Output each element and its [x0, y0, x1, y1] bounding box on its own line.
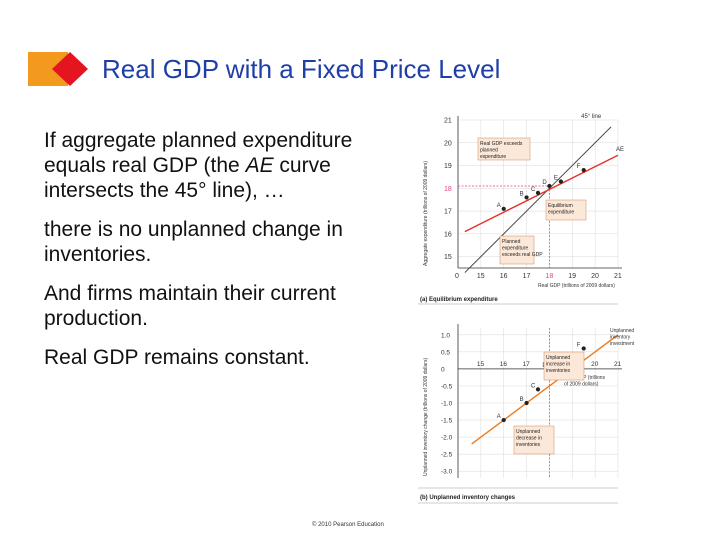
panel-a-point-label: D — [542, 180, 547, 186]
panel-b-point-c — [535, 387, 541, 392]
panel-a-y-tick-label: 19 — [444, 163, 452, 170]
panel-a-point-e — [558, 179, 563, 184]
panel-b-y-tick-label: -2.5 — [441, 452, 453, 459]
panel-b-x-tick-label: 16 — [500, 361, 508, 368]
panel-a-y-tick-label: 20 — [444, 140, 452, 147]
panel-b-point-label: B — [520, 397, 524, 403]
bullet-2: there is no unplanned change in inventor… — [44, 218, 343, 266]
panel-a-annotation-text: Equilibrium — [548, 203, 573, 209]
panel-b-point-label: A — [497, 414, 501, 420]
panel-a-annotation-box — [545, 199, 587, 221]
panel-b-x-tick-label: 21 — [614, 361, 622, 368]
panel-b-y-tick-label: -2.0 — [441, 435, 453, 442]
bullet-3: And firms maintain their current product… — [44, 282, 336, 330]
panel-b-y-tick-label: 1.0 — [441, 332, 450, 339]
bullet-4: Real GDP remains constant. — [44, 346, 310, 369]
panel-a-ae-line — [464, 154, 619, 233]
panel-b-point-label: C — [531, 383, 536, 389]
panel-a-caption: (a) Equilibrium expenditure — [420, 297, 498, 303]
panel-a-annotation-text: Planned — [502, 239, 521, 245]
bullet-1: If aggregate planned expenditure equals … — [44, 128, 396, 203]
panel-a-45-line — [464, 126, 612, 273]
panel-b-annotation-box — [513, 425, 555, 455]
panel-a-point-label: E — [554, 175, 558, 181]
panel-b-x-tick-label: 15 — [477, 361, 485, 368]
panel-b-y-axis-label: Unplanned inventory change (trillions of… — [423, 358, 429, 476]
slide-title: Real GDP with a Fixed Price Level — [102, 54, 501, 84]
panel-b-y-tick-label: 0 — [441, 366, 445, 373]
panel-a-y-axis-label: Aggregate expenditure (trillions of 2009… — [423, 161, 429, 266]
logo-red-diamond — [52, 52, 88, 86]
panel-a-x-tick-label: 21 — [614, 273, 622, 280]
panel-b-annotation-box — [543, 351, 585, 381]
panel-b-x-tick-label: 20 — [591, 361, 599, 368]
panel-a-point-c — [535, 190, 541, 195]
panel-b-x-tick-label: 17 — [523, 361, 531, 368]
panel-a-point-label: C — [531, 187, 536, 193]
panel-a-x-tick-label: 16 — [500, 273, 508, 280]
panel-a-point-label: F — [577, 164, 581, 170]
panel-b-annotation-text: Unplanned — [516, 429, 540, 435]
panel-a-x-tick-label: 17 — [523, 273, 531, 280]
panel-b-annotation-text: Unplanned — [546, 355, 570, 361]
panel-a-y-tick-label: 15 — [444, 254, 452, 261]
panel-a-x-tick-label: 18 — [545, 273, 553, 280]
panel-a-point-b — [524, 195, 529, 200]
panel-b-series-label: inventory — [610, 335, 631, 341]
panel-a-45-line-label: 45° line — [581, 114, 602, 120]
panel-a-x-tick-label: 19 — [568, 273, 576, 280]
panel-b-point-b — [524, 400, 529, 406]
panel-a-point-f — [581, 167, 586, 173]
bullet-list: If aggregate planned expenditure equals … — [44, 128, 396, 384]
panel-a-point-label: B — [520, 191, 524, 197]
panel-a-x-tick-label: 0 — [455, 273, 459, 280]
panel-a-annotation-text: exceeds real GDP — [502, 252, 543, 258]
panel-a-y-tick-label: 16 — [444, 231, 452, 238]
panel-b-x-axis-label: of 2009 dollars) — [564, 381, 599, 387]
panel-b-y-tick-label: -0.5 — [441, 383, 453, 390]
panel-b-caption: (b) Unplanned inventory changes — [420, 495, 516, 501]
panel-a-annotation-box — [477, 137, 531, 161]
panel-a-annotation-text: planned — [480, 148, 498, 154]
panel-b-annotation-text: increase in — [546, 362, 570, 368]
panel-a-point-label: A — [497, 203, 501, 209]
panel-b-point-label: F — [577, 342, 581, 348]
panel-a-point-a — [501, 206, 506, 211]
panel-a-y-tick-label: 17 — [444, 209, 452, 216]
panel-a-x-axis-label: Real GDP (trillions of 2009 dollars) — [538, 283, 615, 289]
panel-b-y-tick-label: -3.0 — [441, 469, 453, 476]
panel-a-y-tick-label: 18 — [444, 186, 452, 193]
panel-b-y-tick-label: -1.0 — [441, 401, 453, 408]
panel-b-annotation-text: decrease in — [516, 436, 542, 442]
panel-b-x-axis-label: Real GDP (trillions — [564, 375, 606, 381]
copyright-text: © 2010 Pearson Education — [312, 522, 384, 528]
panel-a-annotation-text: Real GDP exceeds — [480, 141, 523, 147]
panel-b-point-a — [501, 417, 506, 423]
panel-a-ae-label: AE — [616, 147, 624, 153]
bullet-1-pre: If aggregate planned expenditure equals … — [44, 129, 353, 177]
panel-a-annotation-text: expenditure — [502, 246, 528, 252]
panel-b-y-tick-label: 0.5 — [441, 349, 450, 356]
panel-b-annotation-text: inventories — [546, 368, 571, 374]
panel-a-annotation-text: expenditure — [480, 154, 506, 160]
panel-b-unplanned-line — [471, 334, 619, 445]
economics-figure: 15 16 17 18 19 20 21 0 15 16 17 18 19 20 21 Aggregate e… — [418, 114, 635, 504]
diamond-logo — [28, 52, 88, 86]
bullet-1-post: curve intersects the 45° line), … — [44, 154, 331, 202]
panel-a-x-tick-label: 20 — [591, 273, 599, 280]
panel-a-point-d — [547, 183, 552, 189]
panel-a-annotation-box — [499, 235, 535, 265]
bullet-1-em: AE — [245, 154, 274, 177]
panel-b-y-tick-label: -1.5 — [441, 418, 453, 425]
panel-a-annotation-text: expenditure — [548, 210, 574, 216]
panel-b-annotation-text: inventories — [516, 442, 541, 448]
panel-b-series-label: Unplanned — [610, 328, 634, 334]
panel-b-point-f — [581, 346, 586, 351]
panel-b-series-label: investment — [610, 341, 635, 347]
panel-a-y-tick-label: 21 — [444, 118, 452, 125]
panel-a-caption-bg — [418, 292, 618, 304]
panel-a-x-tick-label: 15 — [477, 273, 485, 280]
